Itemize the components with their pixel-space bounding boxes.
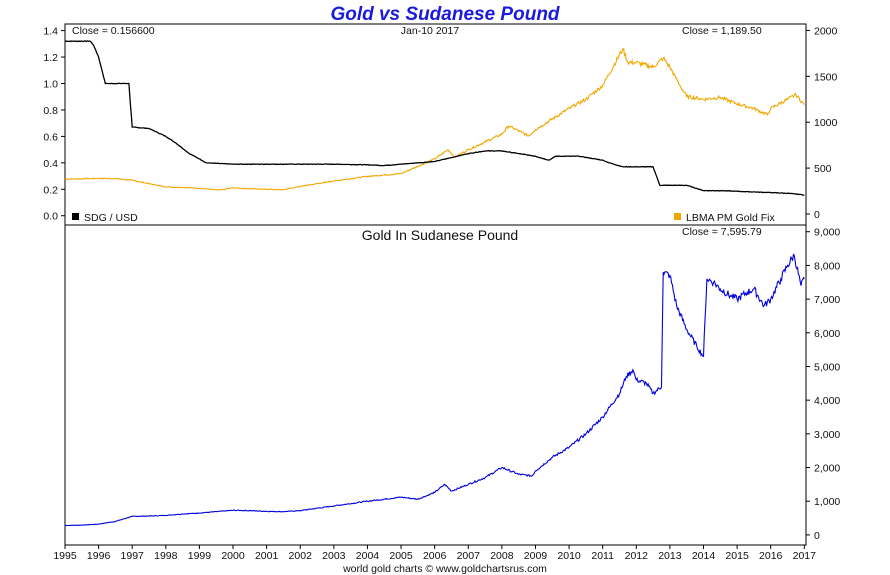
x-tick-label: 2009 <box>524 550 548 562</box>
bottom-y-tick-label: 3,000 <box>814 429 840 441</box>
footer-credit: world gold charts © www.goldchartsrus.co… <box>342 563 547 575</box>
right-close-label: Close = 1,189.50 <box>682 25 762 37</box>
x-tick-label: 2008 <box>490 550 514 562</box>
x-tick-label: 2005 <box>389 550 413 562</box>
x-tick-label: 2007 <box>457 550 481 562</box>
axes-layer: 1995 1996 1997 1998 1999 2000 2001 2002 2003 2004… <box>43 25 840 562</box>
left-y-tick-label: 0.4 <box>43 158 58 170</box>
bottom-close-label: Close = 7,595.79 <box>682 226 762 238</box>
bottom-y-tick-label: 4,000 <box>814 395 840 407</box>
left-y-tick-label: 0.0 <box>43 211 58 223</box>
x-tick-label: 2010 <box>557 550 581 562</box>
x-tick-label: 2002 <box>289 550 313 562</box>
x-tick-label: 2013 <box>658 550 682 562</box>
x-tick-label: 1998 <box>154 550 178 562</box>
left-y-tick-label: 0.2 <box>43 184 58 196</box>
x-tick-label: 2017 <box>793 550 817 562</box>
x-tick-label: 2000 <box>221 550 245 562</box>
x-tick-label: 2012 <box>625 550 649 562</box>
date-label: Jan-10 2017 <box>401 25 460 37</box>
x-tick-label: 2004 <box>356 550 380 562</box>
bottom-panel-frame <box>64 224 807 546</box>
x-tick-label: 1996 <box>87 550 111 562</box>
right-y-tick-label: 500 <box>814 163 832 175</box>
x-tick-label: 1997 <box>121 550 145 562</box>
x-tick-label: 2003 <box>322 550 346 562</box>
left-y-tick-label: 1.2 <box>43 52 58 64</box>
x-tick-label: 2011 <box>591 550 614 562</box>
left-y-tick-label: 0.8 <box>43 105 58 117</box>
bottom-y-tick-label: 2,000 <box>814 463 840 475</box>
legend-swatch-gold <box>674 213 681 220</box>
chart-title: Gold vs Sudanese Pound <box>330 4 559 25</box>
top-panel-frame <box>64 23 807 226</box>
bottom-y-tick-label: 6,000 <box>814 328 840 340</box>
right-y-tick-label: 1000 <box>814 117 838 129</box>
left-y-tick-label: 0.6 <box>43 131 58 143</box>
bottom-y-tick-label: 9,000 <box>814 227 840 239</box>
x-tick-label: 2015 <box>725 550 749 562</box>
legend-swatch-sdg <box>72 213 79 220</box>
right-y-tick-label: 1500 <box>814 71 838 83</box>
bottom-panel-title: Gold In Sudanese Pound <box>362 227 518 243</box>
bottom-y-tick-label: 7,000 <box>814 294 840 306</box>
bottom-y-tick-label: 1,000 <box>814 496 840 508</box>
x-tick-label: 2006 <box>423 550 447 562</box>
right-y-tick-label: 0 <box>814 209 820 221</box>
series-layer <box>64 40 805 527</box>
bottom-y-tick-label: 5,000 <box>814 361 840 373</box>
left-y-tick-label: 1.4 <box>43 26 58 38</box>
legend-label-gold: LBMA PM Gold Fix <box>686 212 775 224</box>
sdg-usd-line <box>65 40 805 196</box>
right-y-tick-label: 2000 <box>814 25 838 37</box>
gold-in-sdg-line <box>64 253 805 527</box>
x-tick-label: 2001 <box>255 550 279 562</box>
x-tick-label: 1999 <box>188 550 212 562</box>
x-tick-label: 2014 <box>692 550 716 562</box>
legend-label-sdg: SDG / USD <box>84 212 138 224</box>
left-y-tick-label: 1.0 <box>43 79 58 91</box>
x-tick-label: 1995 <box>53 550 77 562</box>
bottom-y-tick-label: 0 <box>814 530 820 542</box>
gold-price-line <box>65 48 805 191</box>
left-close-label: Close = 0.156600 <box>72 25 155 37</box>
bottom-y-tick-label: 8,000 <box>814 260 840 272</box>
x-tick-label: 2016 <box>759 550 783 562</box>
